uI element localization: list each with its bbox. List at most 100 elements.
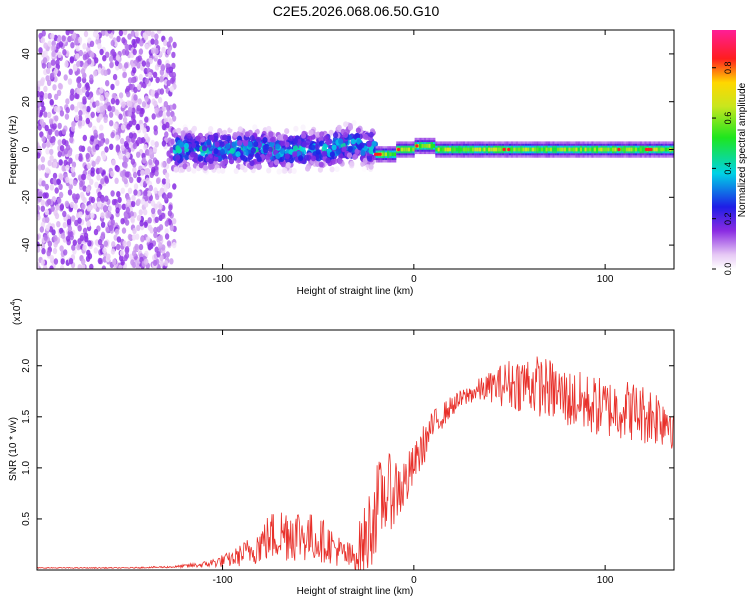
spectrogram-cell	[347, 124, 354, 131]
spectrogram-cell	[44, 208, 49, 216]
spectrogram-cell	[83, 30, 89, 38]
spectrogram-cell	[237, 140, 243, 146]
spectrogram-cell	[56, 106, 61, 113]
spectrogram-cell	[132, 119, 137, 126]
spectrogram-cell	[57, 122, 62, 130]
spectrogram-cell	[157, 30, 162, 34]
spectrogram-cell	[561, 147, 564, 152]
spectrogram-cell	[165, 121, 170, 129]
spectrogram-cell	[118, 62, 123, 70]
spectrogram-cell	[321, 114, 327, 121]
spectrogram-cell	[47, 40, 52, 47]
spectrogram-cell	[68, 183, 73, 190]
spectrogram-cell	[472, 147, 475, 152]
spectrogram-cell	[46, 250, 51, 257]
spectrogram-cell	[85, 152, 90, 160]
spectrogram-cell	[122, 116, 128, 124]
spectrogram-cell	[115, 146, 121, 153]
spectrogram-cell	[41, 180, 46, 187]
spectrogram-cell	[57, 51, 62, 58]
spectrogram-cell	[267, 151, 273, 158]
spectrogram-cell	[125, 85, 131, 93]
spectrogram-cell	[39, 226, 44, 233]
spectrogram-cell	[125, 135, 131, 142]
spectrogram-cell	[198, 162, 204, 169]
spectrogram-cell	[148, 159, 153, 166]
spectrogram-cell	[121, 227, 127, 234]
spectrogram-cell	[469, 147, 473, 152]
spectrogram-cell	[598, 147, 601, 152]
spectrogram-cell	[497, 147, 500, 152]
spectrogram-cell	[141, 101, 147, 108]
spectrogram-cell	[442, 147, 445, 152]
spectrogram-cell	[120, 124, 126, 131]
spectrogram-cell	[37, 107, 41, 115]
spectrogram-cell	[195, 135, 201, 142]
spectrogram-cell	[71, 215, 76, 222]
spectrogram-cell	[146, 190, 152, 197]
y-tick-label: 2.0	[21, 358, 32, 372]
spectrogram-cell	[314, 143, 320, 150]
spectrogram-cell	[335, 148, 341, 155]
spectrogram-cell	[171, 51, 176, 59]
spectrogram-cell	[167, 210, 173, 217]
spectrogram-cell	[114, 109, 119, 116]
spectrogram-cell	[170, 138, 175, 145]
spectrogram-cell	[151, 166, 156, 174]
spectrogram-cell	[79, 191, 85, 199]
spectrogram-cell	[175, 147, 181, 154]
colorbar-tick-label: 0.4	[723, 162, 733, 175]
spectrogram-cell	[50, 205, 55, 212]
snr-xlabel: Height of straight line (km)	[297, 586, 414, 597]
spectrogram-cell	[176, 127, 182, 134]
snr-scale-note: (x104)	[10, 298, 23, 325]
spectrogram-cell	[329, 151, 335, 158]
spectrogram-cell	[49, 184, 54, 191]
spectrogram-cell	[93, 70, 98, 77]
spectrogram-cell	[166, 150, 171, 157]
spectrogram-cell	[154, 39, 159, 46]
spectrogram-cell	[268, 131, 274, 138]
spectrogram-cell	[545, 147, 548, 152]
spectrogram-cell	[70, 166, 76, 173]
spectrogram-cell	[288, 135, 294, 142]
spectrogram-cell	[154, 33, 159, 40]
spectrogram-cell	[41, 142, 47, 149]
spectrogram-cell	[270, 136, 276, 143]
spectrogram-cell	[550, 147, 553, 152]
spectrogram-cell	[637, 147, 640, 152]
spectrogram-cell	[478, 147, 482, 152]
spectrogram-cell	[68, 157, 73, 164]
spectrogram-cell	[118, 30, 124, 37]
spectrogram-cell	[155, 76, 160, 84]
spectrogram-cell	[159, 69, 165, 76]
spectrogram-cell	[161, 140, 167, 147]
spectrogram-panel: -100 0 100 -40 -20 0 20 40 Height of straight l…	[8, 29, 675, 297]
spectrogram-cell	[116, 243, 121, 251]
spectrogram-cell	[333, 132, 339, 139]
spectrogram-peak	[415, 144, 419, 148]
spectrogram-cell	[37, 124, 42, 131]
spectrogram-cell	[136, 198, 141, 205]
spectrogram-cell	[191, 125, 197, 132]
spectrogram-cell	[474, 147, 477, 152]
spectrogram-cell	[51, 59, 56, 66]
spectrogram-cell	[77, 238, 82, 245]
spectrogram-cell	[70, 42, 75, 49]
spectrogram-cell	[499, 147, 502, 152]
spectrogram-cell	[138, 243, 144, 251]
spectrogram-cell	[55, 59, 60, 66]
y-tick-label: 0	[21, 146, 32, 152]
spectrogram-cell	[222, 134, 228, 141]
spectrogram-cell	[65, 30, 70, 36]
spectrogram-cell	[72, 179, 78, 187]
spectrogram-peak	[396, 147, 401, 152]
spectrogram-cell	[145, 177, 150, 184]
spectrogram-cell	[101, 265, 107, 269]
spectrogram-cell	[180, 130, 186, 137]
spectrogram-cell	[92, 31, 98, 38]
spectrogram-cell	[612, 147, 615, 152]
spectrogram-cell	[266, 167, 272, 174]
spectrogram-cell	[40, 37, 46, 44]
spectrogram-cell	[154, 92, 159, 99]
